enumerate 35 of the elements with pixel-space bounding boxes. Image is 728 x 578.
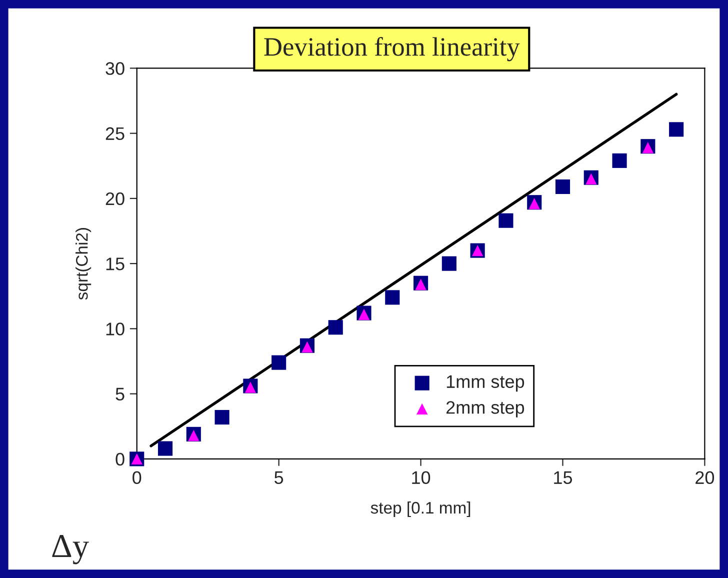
- legend-label: 1mm step: [446, 375, 524, 392]
- x-tick-label: 15: [554, 471, 572, 484]
- point: [385, 290, 400, 305]
- y-tick-label: 30: [106, 62, 124, 75]
- point: [586, 173, 597, 185]
- point: [158, 441, 173, 456]
- y-tick-label: 5: [116, 388, 124, 401]
- text: Δy: [52, 535, 89, 564]
- y-tick-label: 20: [106, 192, 124, 206]
- chart-title: Deviation from linearity: [264, 36, 520, 62]
- point: [498, 213, 514, 228]
- point: [328, 320, 343, 335]
- point: [555, 179, 570, 194]
- x-tick-label: 10: [412, 471, 430, 484]
- legend-label: 2mm step: [446, 401, 524, 418]
- point: [442, 256, 456, 271]
- y-tick-label: 10: [106, 322, 124, 336]
- y-tick-label: 15: [106, 258, 124, 270]
- y-axis-title: sqrt(Chi2): [76, 228, 92, 300]
- point: [642, 142, 654, 154]
- point: [302, 341, 313, 353]
- point: [214, 410, 230, 425]
- point: [188, 430, 200, 442]
- x-tick-label: 20: [696, 471, 714, 484]
- point: [612, 153, 627, 168]
- x-axis-title: step [0.1 mm]: [370, 501, 470, 517]
- x-tick-label: 0: [132, 471, 142, 484]
- point: [272, 355, 286, 370]
- x-tick-label: 5: [274, 471, 284, 484]
- point: [669, 122, 684, 137]
- point: [244, 382, 256, 393]
- y-tick-label: 0: [116, 452, 124, 466]
- point: [415, 278, 426, 290]
- point: [358, 308, 370, 320]
- y-tick-label: 25: [106, 127, 124, 140]
